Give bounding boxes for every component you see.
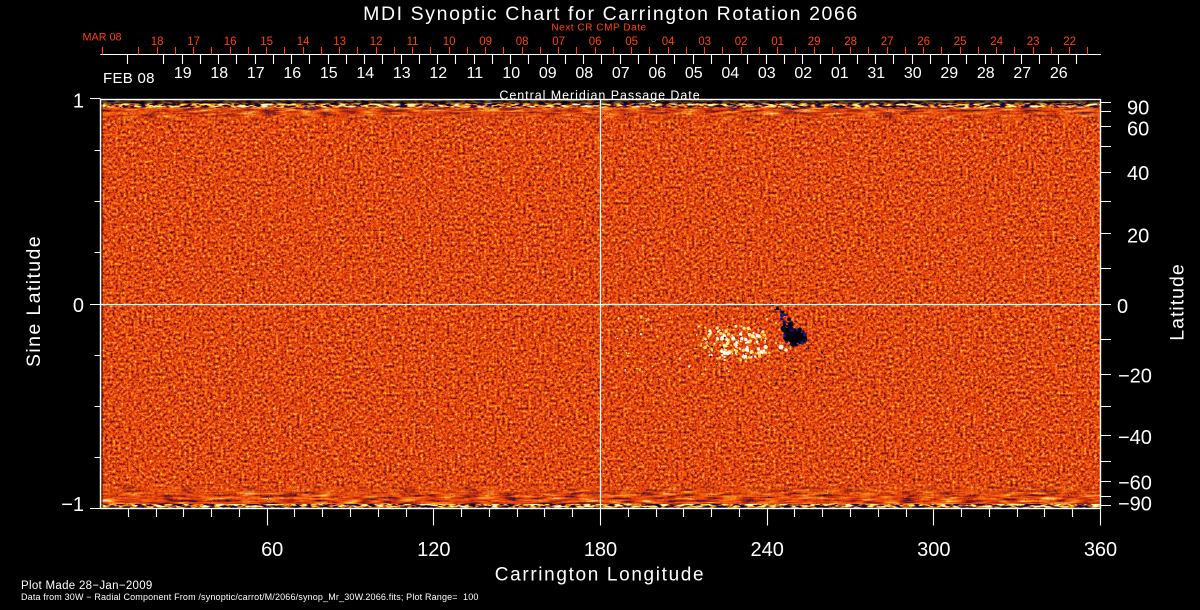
svg-text:19: 19 <box>174 65 192 82</box>
svg-text:26: 26 <box>917 36 930 48</box>
svg-text:06: 06 <box>589 36 602 48</box>
svg-text:05: 05 <box>685 65 703 82</box>
svg-text:04: 04 <box>662 36 675 48</box>
svg-text:300: 300 <box>917 539 950 561</box>
svg-text:26: 26 <box>1050 65 1068 82</box>
svg-text:03: 03 <box>758 65 776 82</box>
svg-text:60: 60 <box>1127 119 1149 141</box>
svg-text:Carrington Longitude: Carrington Longitude <box>495 565 705 586</box>
svg-text:09: 09 <box>539 65 557 82</box>
svg-text:0: 0 <box>1117 296 1128 318</box>
svg-text:16: 16 <box>283 65 301 82</box>
svg-text:Next CR CMP Date: Next CR CMP Date <box>551 23 646 34</box>
svg-text:40: 40 <box>1127 163 1149 185</box>
svg-text:08: 08 <box>575 65 593 82</box>
svg-text:02: 02 <box>794 65 812 82</box>
svg-text:13: 13 <box>333 36 346 48</box>
svg-text:Data from 30W − Radial Compone: Data from 30W − Radial Component From /s… <box>21 592 479 602</box>
svg-text:29: 29 <box>808 36 821 48</box>
svg-text:06: 06 <box>648 65 666 82</box>
svg-text:10: 10 <box>502 65 520 82</box>
svg-text:25: 25 <box>954 36 967 48</box>
svg-text:27: 27 <box>881 36 894 48</box>
svg-text:30: 30 <box>904 65 922 82</box>
svg-text:60: 60 <box>261 539 283 561</box>
svg-text:Sine Latitude: Sine Latitude <box>23 235 45 367</box>
svg-text:15: 15 <box>260 36 273 48</box>
svg-text:22: 22 <box>1063 36 1076 48</box>
svg-text:Central Meridian Passage Date: Central Meridian Passage Date <box>499 88 700 102</box>
svg-text:240: 240 <box>751 539 784 561</box>
svg-text:24: 24 <box>990 36 1003 48</box>
svg-text:−20: −20 <box>1118 366 1152 388</box>
svg-text:1: 1 <box>73 91 84 113</box>
svg-text:03: 03 <box>698 36 711 48</box>
svg-text:02: 02 <box>735 36 748 48</box>
svg-text:11: 11 <box>407 36 419 48</box>
svg-text:−1: −1 <box>61 494 84 516</box>
svg-text:−40: −40 <box>1118 427 1152 449</box>
svg-text:05: 05 <box>625 36 638 48</box>
svg-text:−90: −90 <box>1118 494 1152 516</box>
svg-text:MDI Synoptic Chart for Carring: MDI Synoptic Chart for Carrington Rotati… <box>363 3 859 25</box>
svg-text:07: 07 <box>552 36 565 48</box>
svg-text:15: 15 <box>320 65 338 82</box>
svg-text:180: 180 <box>584 539 617 561</box>
svg-text:10: 10 <box>443 36 456 48</box>
svg-text:Plot Made 28−Jan−2009: Plot Made 28−Jan−2009 <box>21 580 153 592</box>
svg-text:09: 09 <box>479 36 492 48</box>
svg-text:28: 28 <box>977 65 995 82</box>
svg-text:31: 31 <box>867 65 885 82</box>
svg-text:29: 29 <box>940 65 958 82</box>
svg-text:07: 07 <box>612 65 630 82</box>
svg-text:12: 12 <box>370 36 383 48</box>
svg-text:27: 27 <box>1013 65 1031 82</box>
svg-text:11: 11 <box>466 65 483 82</box>
svg-text:−60: −60 <box>1118 473 1152 495</box>
svg-text:01: 01 <box>771 36 784 48</box>
svg-text:14: 14 <box>356 65 374 82</box>
svg-text:Latitude: Latitude <box>1167 263 1189 340</box>
svg-text:16: 16 <box>224 36 237 48</box>
svg-text:04: 04 <box>721 65 739 82</box>
svg-text:18: 18 <box>210 65 228 82</box>
svg-text:08: 08 <box>516 36 529 48</box>
svg-text:17: 17 <box>187 36 200 48</box>
svg-text:13: 13 <box>393 65 411 82</box>
svg-text:FEB 08: FEB 08 <box>103 70 155 87</box>
svg-text:0: 0 <box>73 295 84 317</box>
svg-text:18: 18 <box>151 36 164 48</box>
svg-text:20: 20 <box>1127 226 1149 248</box>
svg-text:360: 360 <box>1084 539 1117 561</box>
svg-text:23: 23 <box>1027 36 1040 48</box>
svg-text:01: 01 <box>831 65 849 82</box>
svg-text:28: 28 <box>844 36 857 48</box>
svg-text:17: 17 <box>247 65 265 82</box>
svg-text:12: 12 <box>429 65 447 82</box>
svg-text:120: 120 <box>417 539 450 561</box>
svg-text:14: 14 <box>297 36 310 48</box>
svg-text:90: 90 <box>1127 98 1149 120</box>
svg-text:MAR 08: MAR 08 <box>83 32 122 44</box>
